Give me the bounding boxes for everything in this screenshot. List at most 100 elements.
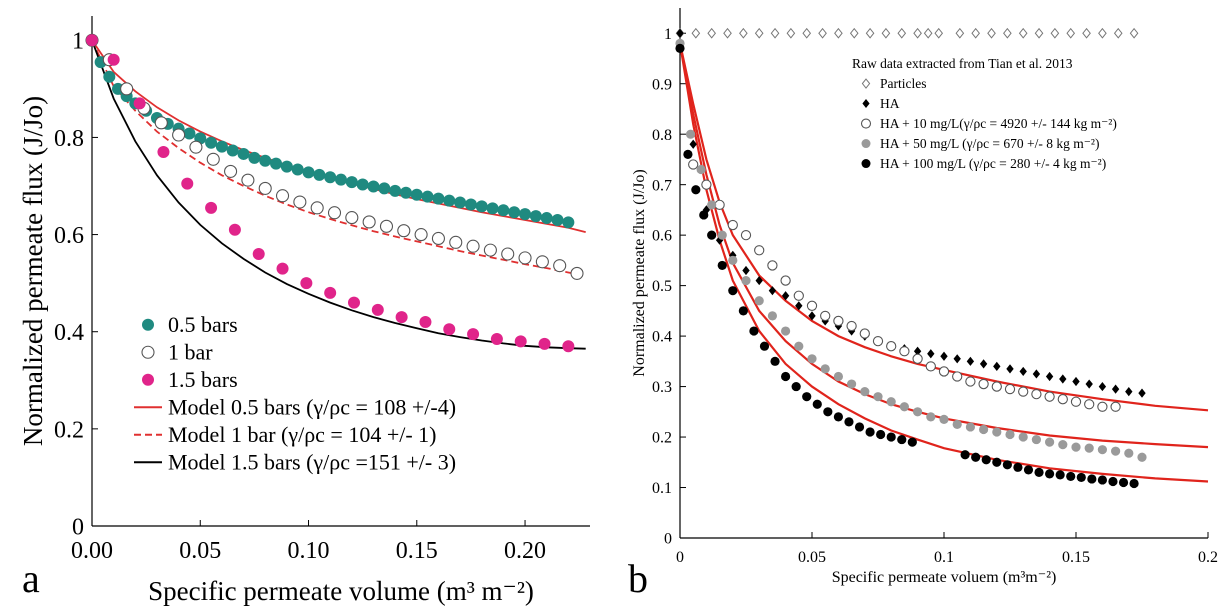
data-point (431, 231, 445, 246)
series-line (91, 39, 586, 277)
data-point (971, 27, 981, 39)
data-point (723, 27, 732, 39)
data-point (714, 199, 725, 211)
data-point (1113, 27, 1123, 39)
data-point (1070, 396, 1082, 407)
y-tick-label: 0.7 (652, 177, 672, 194)
y-tick-label: 0.6 (652, 228, 672, 245)
data-point (538, 337, 551, 350)
data-point (899, 346, 910, 357)
data-point (1066, 27, 1076, 39)
legend-marker (861, 139, 871, 149)
data-point (952, 371, 963, 382)
data-point (795, 301, 803, 311)
y-tick-label: 0 (664, 531, 672, 548)
y-tick-label: 0.8 (652, 127, 672, 144)
data-point (923, 27, 933, 39)
y-tick-label: 0.2 (54, 417, 84, 443)
data-point (992, 427, 1002, 437)
data-point (1097, 445, 1107, 455)
data-point (399, 186, 412, 199)
x-axis-label: Specific permeate volume (m³ m⁻²) (148, 576, 534, 606)
y-tick-label: 0.3 (652, 379, 672, 396)
data-point (454, 196, 467, 209)
legend-marker (141, 345, 155, 359)
data-point (1098, 27, 1107, 39)
data-point (865, 27, 875, 39)
data-point (886, 432, 896, 442)
y-tick-label: 0.2 (652, 430, 672, 447)
data-point (1034, 467, 1044, 477)
data-point (345, 176, 358, 189)
data-point (873, 392, 883, 402)
data-point (1137, 452, 1147, 462)
data-point (300, 277, 313, 290)
data-point (449, 235, 463, 249)
panel-a-label: a (22, 556, 40, 601)
data-point (1034, 27, 1044, 39)
data-point (707, 27, 717, 39)
x-tick-label: 0.10 (288, 538, 330, 564)
data-point (356, 178, 369, 191)
data-point (738, 306, 748, 316)
data-point (276, 262, 289, 275)
data-point (562, 340, 575, 353)
data-point (486, 202, 499, 215)
data-point (1066, 471, 1076, 482)
data-point (497, 204, 510, 217)
data-point (324, 171, 337, 184)
data-point (913, 346, 922, 356)
data-point (833, 315, 844, 327)
data-point (742, 265, 750, 276)
data-point (786, 27, 796, 39)
data-point (1111, 384, 1120, 394)
data-point (1129, 478, 1139, 489)
y-tick-label: 0.4 (54, 320, 84, 346)
data-point (966, 356, 975, 366)
data-point (1097, 401, 1108, 412)
data-point (675, 43, 685, 53)
data-point (993, 361, 1001, 371)
data-point (907, 437, 917, 447)
legend-marker (862, 99, 870, 109)
data-point (987, 27, 996, 39)
data-point (1002, 460, 1012, 470)
x-tick-label: 0.20 (504, 538, 546, 564)
data-point (324, 286, 337, 299)
data-point (955, 27, 965, 39)
data-point (707, 200, 717, 210)
data-point (302, 166, 315, 179)
data-point (475, 200, 488, 213)
data-point (847, 379, 857, 389)
data-point (280, 160, 293, 173)
data-point (1124, 448, 1134, 458)
data-point (107, 53, 120, 66)
data-point (1084, 399, 1095, 410)
data-point (1111, 446, 1121, 456)
data-point (206, 152, 220, 166)
legend-label: HA + 50 mg/L (γ/ρc = 670 +/- 8 kg m⁻²) (880, 136, 1099, 151)
data-point (1058, 440, 1068, 450)
data-point (960, 450, 970, 460)
data-point (938, 366, 950, 377)
data-point (854, 422, 865, 432)
data-point (934, 27, 944, 39)
data-point (846, 320, 857, 332)
data-point (759, 341, 770, 351)
data-point (157, 146, 170, 158)
data-point (1071, 442, 1081, 452)
data-point (886, 397, 896, 407)
legend-marker (861, 78, 871, 89)
data-point (154, 116, 168, 130)
data-point (464, 198, 477, 211)
data-point (1059, 374, 1067, 384)
data-point (770, 27, 780, 39)
data-point (205, 136, 218, 149)
data-point (562, 216, 575, 229)
x-tick-label: 0.05 (179, 538, 221, 564)
data-point (443, 194, 456, 207)
legend-title: Raw data extracted from Tian et al. 2013 (852, 56, 1073, 71)
data-point (802, 27, 812, 39)
